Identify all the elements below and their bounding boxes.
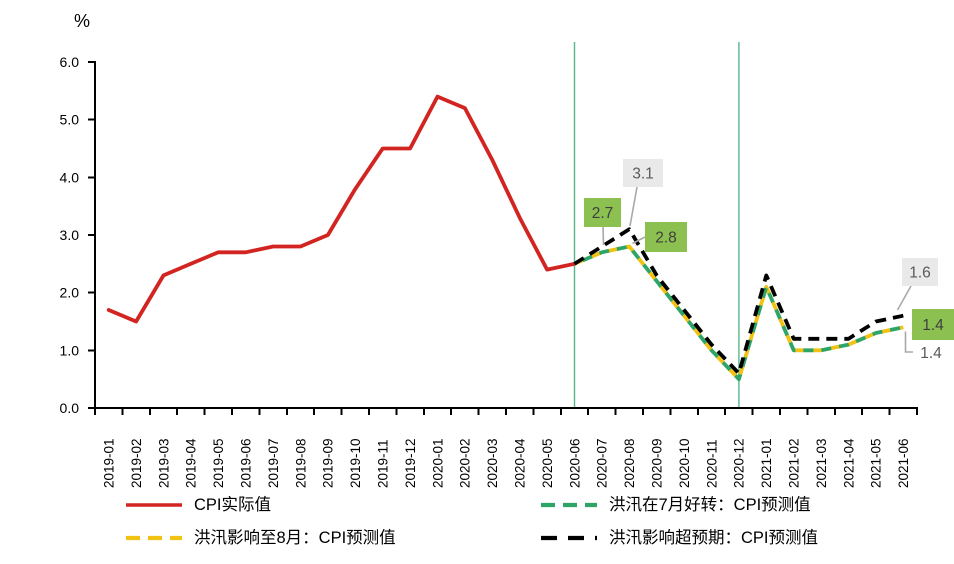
legend-sample-dashed-green: [541, 502, 597, 508]
series-line-cpi-actual: [106, 94, 577, 324]
x-tick-label: 2019-07: [266, 438, 281, 488]
annotation-box-green: [912, 309, 954, 340]
x-tick-label: 2020-09: [650, 438, 665, 488]
series-line-forecast-flood-improves-july: [573, 244, 904, 382]
y-tick-label: 3.0: [60, 227, 80, 243]
annotation-leader: [629, 186, 638, 227]
x-tick-label: 2021-02: [787, 438, 802, 488]
annotation-value-label: 2.8: [655, 230, 677, 247]
y-tick-label: 5.0: [60, 112, 80, 128]
x-tick-label: 2020-06: [567, 438, 582, 488]
x-tick-label: 2019-02: [129, 438, 144, 488]
x-tick-label: 2021-05: [869, 438, 884, 488]
x-tick-label: 2020-07: [595, 438, 610, 488]
x-tick-label: 2020-05: [540, 438, 555, 488]
y-tick-label: 6.0: [60, 54, 80, 70]
legend-sample-dashed-black: [541, 535, 597, 541]
x-tick-label: 2020-12: [732, 438, 747, 488]
legend-sample-solid-red: [126, 503, 182, 507]
chart-plot-svg: % 0.0 1.0 2.0 3.0 4.0 5.0 6.0 2019-01 2019-02 201…: [60, 11, 954, 488]
annotation-box-gray: [902, 258, 938, 286]
x-tick-label: 2019-09: [321, 438, 336, 488]
annotation-box-green: [584, 198, 621, 227]
x-tick-label: 2020-11: [704, 439, 719, 488]
x-tick-label: 2019-10: [348, 438, 363, 488]
legend-label: CPI实际值: [194, 496, 272, 514]
annotation-box-gray: [623, 159, 663, 187]
y-tick-label: 2.0: [60, 285, 80, 301]
legend-label: 洪汛在7月好转：CPI预测值: [609, 496, 811, 514]
legend-item-forecast-july: 洪汛在7月好转：CPI预测值: [540, 494, 945, 516]
annotation-leader: [602, 226, 605, 246]
y-tick-label: 0.0: [60, 400, 80, 416]
x-tick-label: 2020-08: [622, 438, 637, 488]
x-tick-label: 2021-01: [759, 438, 774, 488]
legend-item-cpi-actual: CPI实际值: [125, 494, 540, 516]
legend-item-forecast-exceed: 洪汛影响超预期：CPI预测值: [540, 527, 945, 549]
x-tick-label: 2020-04: [513, 438, 528, 488]
chart-legend: CPI实际值 洪汛在7月好转：CPI预测值 洪汛影响至8月：CPI预测值 洪汛影…: [125, 494, 945, 549]
x-tick-label: 2019-12: [403, 438, 418, 488]
x-tick-label: 2019-08: [293, 438, 308, 488]
legend-item-forecast-august: 洪汛影响至8月：CPI预测值: [125, 527, 540, 549]
series-line-forecast-flood-exceeds-expectations: [573, 227, 904, 376]
annotation-value-label: 1.4: [922, 317, 944, 334]
annotation-value-label: 2.7: [592, 205, 614, 222]
annotation-value-label: 1.4: [920, 345, 942, 362]
annotation-leader: [632, 236, 646, 245]
x-tick-label: 2019-05: [211, 438, 226, 488]
x-tick-label: 2021-04: [841, 438, 856, 488]
legend-label: 洪汛影响超预期：CPI预测值: [609, 529, 819, 547]
x-tick-label: 2021-06: [896, 438, 911, 488]
x-tick-label: 2019-06: [239, 438, 254, 488]
annotation-box-green: [645, 222, 687, 252]
cpi-forecast-chart: % 0.0 1.0 2.0 3.0 4.0 5.0 6.0 2019-01 2019-02 201…: [60, 11, 954, 488]
x-tick-label: 2021-03: [814, 438, 829, 488]
y-tick-label: 1.0: [60, 342, 80, 358]
x-tick-label: 2020-10: [677, 438, 692, 488]
x-tick-label: 2020-03: [485, 438, 500, 488]
annotation-value-label: 3.1: [632, 166, 654, 183]
x-tick-label: 2019-01: [102, 438, 117, 488]
x-tick-label: 2019-03: [156, 438, 171, 488]
annotation-leader: [904, 331, 913, 353]
x-tick-label: 2019-11: [376, 439, 391, 488]
x-tick-label: 2020-01: [430, 438, 445, 488]
y-axis-unit-label: %: [74, 11, 90, 31]
annotation-value-label: 1.6: [909, 265, 931, 282]
legend-sample-dashed-yellow: [126, 535, 182, 541]
y-tick-label: 4.0: [60, 169, 80, 185]
legend-label: 洪汛影响至8月：CPI预测值: [194, 529, 396, 547]
x-tick-label: 2019-04: [184, 438, 199, 488]
annotation-leader: [896, 285, 912, 311]
x-tick-label: 2020-02: [458, 438, 473, 488]
